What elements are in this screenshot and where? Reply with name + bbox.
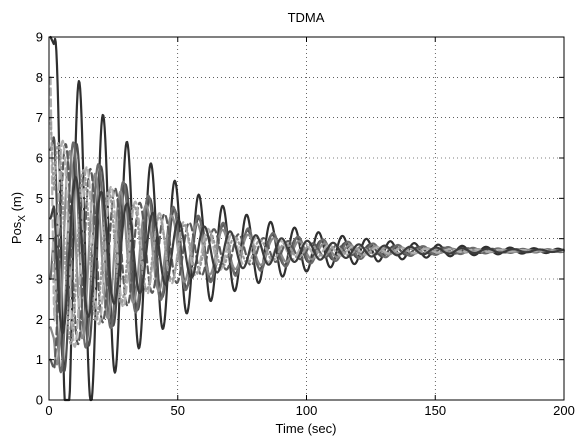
x-tick-label: 0 — [45, 403, 52, 418]
y-tick-label: 5 — [36, 191, 43, 206]
y-axis-label-subscript: X — [17, 215, 28, 222]
y-tick-label: 0 — [36, 393, 43, 408]
x-tick-label: 100 — [296, 403, 318, 418]
series-line-6 — [49, 76, 565, 348]
y-tick-label: 2 — [36, 312, 43, 327]
y-tick-label: 8 — [36, 70, 43, 85]
y-axis-label-main: Pos — [9, 221, 24, 244]
y-tick-label: 6 — [36, 151, 43, 166]
y-tick-label: 1 — [36, 352, 43, 367]
y-tick-label: 9 — [36, 30, 43, 45]
y-tick-label: 7 — [36, 110, 43, 125]
y-tick-label: 3 — [36, 272, 43, 287]
series-layer — [49, 35, 565, 402]
x-tick-label: 150 — [424, 403, 446, 418]
grid-layer — [49, 37, 564, 400]
y-axis-label-unit: (m) — [9, 192, 24, 212]
y-tick-label: 4 — [36, 231, 43, 246]
chart-title: TDMA — [288, 10, 325, 25]
y-axis-label: PosX (m) — [9, 192, 28, 244]
x-tick-label: 50 — [171, 403, 185, 418]
tick-layer: 0 50 100 150 200 0 1 2 3 4 5 6 7 8 9 — [36, 30, 575, 419]
series-line-8 — [49, 175, 565, 335]
x-tick-label: 200 — [553, 403, 575, 418]
x-axis-label: Time (sec) — [276, 421, 337, 436]
